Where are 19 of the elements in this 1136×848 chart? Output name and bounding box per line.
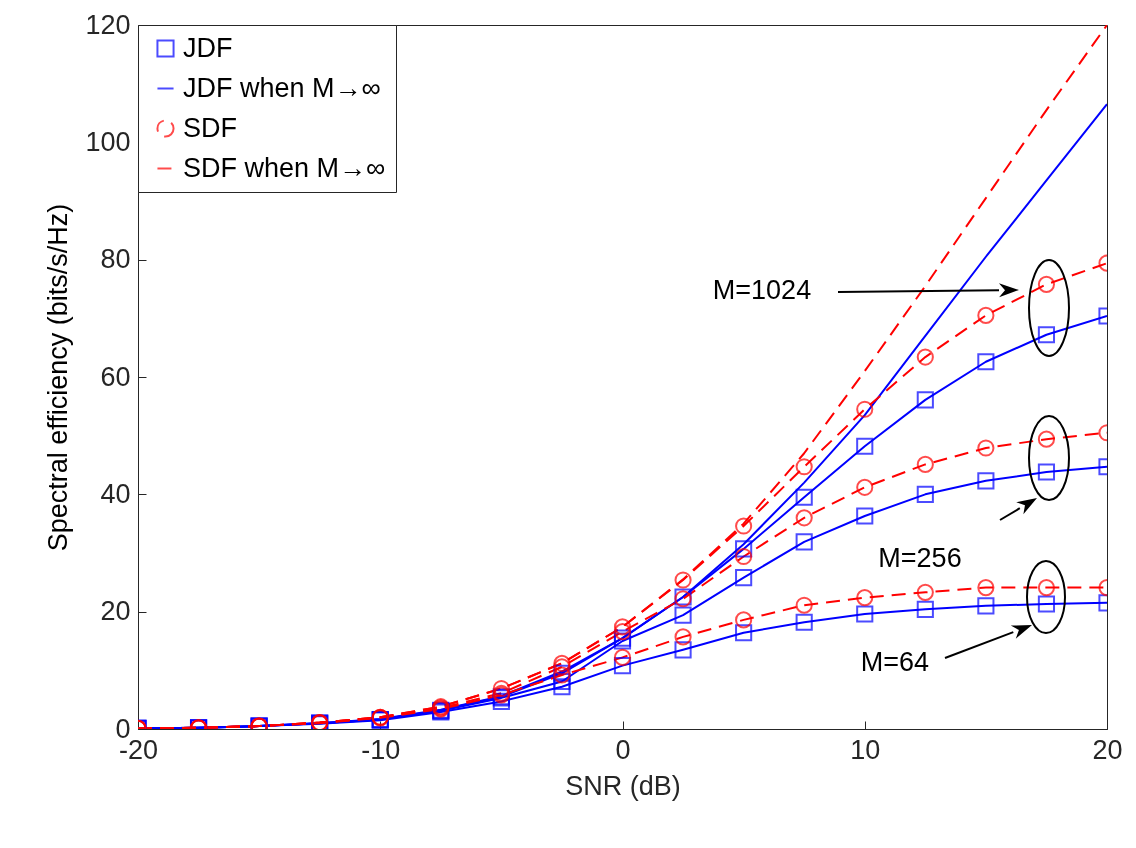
annotation: M=1024 — [712, 275, 812, 305]
x-tick-label: -10 — [361, 734, 401, 765]
x-tick-label: 10 — [850, 734, 881, 765]
legend-label: JDF — [183, 32, 233, 63]
annotation: M=256 — [878, 543, 962, 573]
y-tick-label: 80 — [100, 244, 131, 275]
legend-label: SDF — [183, 112, 237, 143]
legend-label: JDF when M→∞ — [183, 72, 381, 103]
y-tick-label: 100 — [85, 126, 131, 157]
x-axis-title: SNR (dB) — [565, 770, 681, 801]
legend-label: SDF when M→∞ — [183, 152, 386, 183]
y-tick-label: 120 — [85, 9, 131, 40]
annotation: M=64 — [860, 647, 930, 677]
y-tick-label: 20 — [100, 596, 131, 627]
x-tick-label: 20 — [1092, 734, 1123, 765]
y-tick-label: 40 — [100, 478, 131, 509]
y-tick-label: 60 — [100, 361, 131, 392]
x-tick-label: 0 — [615, 734, 631, 765]
y-axis-title: Spectral efficiency (bits/s/Hz) — [43, 203, 74, 552]
